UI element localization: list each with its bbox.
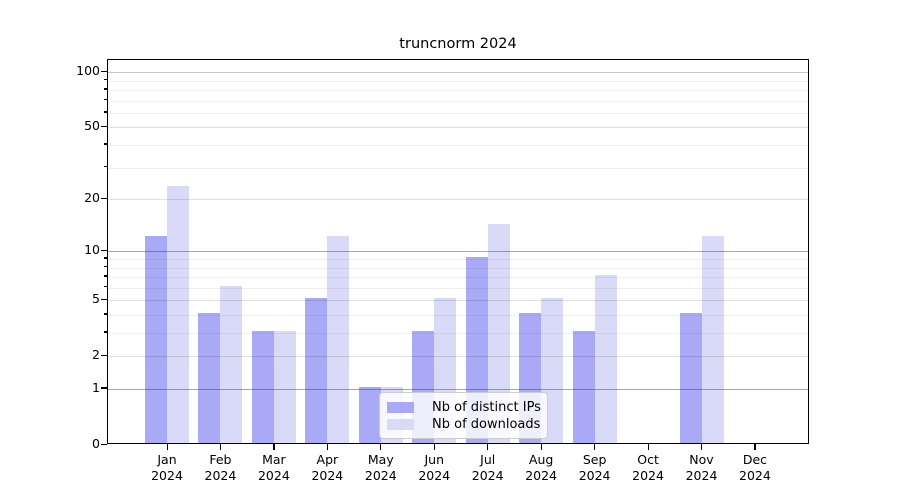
x-tick-mark — [540, 444, 542, 450]
legend-row-distinct-ips: Nb of distinct IPs — [387, 399, 541, 415]
y-tick-mark — [101, 443, 107, 445]
gridline-y1 — [108, 389, 808, 390]
y-minor-tick-mark — [103, 313, 107, 315]
y-minor-tick-mark — [103, 99, 107, 101]
gridline-y100 — [108, 72, 808, 74]
x-tick-label-nov: Nov 2024 — [685, 452, 718, 483]
minor-gridline-y90 — [108, 80, 808, 82]
bar-downloads-sep — [594, 275, 617, 443]
gridline-y2 — [108, 356, 808, 358]
x-tick-label-mar: Mar 2024 — [257, 452, 290, 483]
gridline-y5 — [108, 300, 808, 302]
minor-gridline-y9 — [108, 258, 808, 260]
minor-gridline-y6 — [108, 287, 808, 289]
y-minor-tick-mark — [103, 257, 107, 259]
grid-layer — [108, 60, 808, 443]
x-tick-label-jan: Jan 2024 — [151, 452, 183, 483]
minor-gridline-y40 — [108, 144, 808, 146]
x-tick-label-jul: Jul 2024 — [471, 452, 504, 483]
y-tick-mark — [101, 354, 107, 356]
minor-gridline-y3 — [108, 333, 808, 334]
y-minor-tick-mark — [103, 111, 107, 113]
legend-label-downloads: Nb of downloads — [432, 416, 541, 432]
x-tick-label-oct: Oct 2024 — [632, 452, 664, 483]
bar-distinct-ips-sep — [572, 331, 595, 443]
minor-gridline-y60 — [108, 112, 808, 114]
y-minor-tick-mark — [103, 331, 107, 333]
gridline-y50 — [108, 127, 808, 129]
legend-patch-distinct-ips — [387, 401, 414, 413]
y-tick-label-5: 5 — [92, 291, 100, 307]
bar-downloads-nov — [701, 235, 724, 443]
y-tick-mark — [101, 249, 107, 251]
x-tick-mark — [380, 444, 382, 450]
x-tick-mark — [273, 444, 275, 450]
y-tick-label-0: 0 — [92, 436, 100, 451]
x-tick-mark — [647, 444, 649, 450]
bar-distinct-ips-jan — [145, 235, 167, 443]
minor-gridline-y4 — [108, 315, 808, 316]
x-tick-mark — [219, 444, 222, 450]
y-tick-label-50: 50 — [84, 118, 100, 134]
y-tick-label-2: 2 — [92, 347, 100, 363]
gridline-y20 — [108, 199, 808, 200]
plot-area: Nb of distinct IPs Nb of downloads — [107, 59, 809, 444]
x-tick-label-aug: Aug 2024 — [525, 452, 558, 483]
minor-gridline-y30 — [108, 167, 808, 169]
y-minor-tick-mark — [103, 79, 107, 81]
x-tick-mark — [701, 444, 703, 450]
minor-gridline-y70 — [108, 100, 808, 102]
minor-gridline-y7 — [108, 277, 808, 278]
x-tick-mark — [487, 444, 489, 450]
y-minor-tick-mark — [103, 265, 107, 268]
x-tick-label-jun: Jun 2024 — [418, 452, 451, 483]
y-tick-mark — [101, 125, 107, 127]
legend: Nb of distinct IPs Nb of downloads — [379, 392, 548, 439]
bar-distinct-ips-apr — [305, 298, 328, 443]
y-tick-mark — [101, 298, 107, 300]
chart-title: truncnorm 2024 — [399, 36, 517, 52]
y-tick-label-1: 1 — [92, 379, 100, 395]
y-minor-tick-mark — [103, 88, 107, 90]
y-tick-mark — [101, 387, 107, 389]
legend-patch-downloads — [387, 418, 414, 430]
y-tick-label-10: 10 — [84, 242, 100, 258]
x-tick-mark — [433, 444, 435, 450]
y-minor-tick-mark — [103, 143, 107, 145]
y-minor-tick-mark — [103, 286, 107, 288]
y-tick-label-100: 100 — [76, 63, 100, 79]
y-tick-label-20: 20 — [84, 190, 100, 205]
x-tick-label-feb: Feb 2024 — [204, 452, 237, 483]
x-tick-mark — [326, 444, 329, 450]
minor-gridline-y8 — [108, 267, 808, 269]
bar-downloads-apr — [327, 235, 350, 443]
bar-downloads-jul — [487, 224, 510, 443]
x-tick-label-may: May 2024 — [364, 452, 397, 483]
x-tick-mark — [166, 444, 168, 450]
bar-distinct-ips-feb — [198, 313, 221, 443]
bar-downloads-mar — [273, 331, 296, 443]
y-tick-mark — [101, 70, 107, 72]
x-tick-mark — [594, 444, 596, 450]
x-tick-label-dec: Dec 2024 — [739, 452, 771, 483]
minor-gridline-y80 — [108, 89, 808, 91]
bar-downloads-feb — [220, 285, 243, 443]
x-tick-label-sep: Sep 2024 — [578, 452, 611, 483]
y-tick-mark — [101, 197, 107, 199]
bar-distinct-ips-nov — [679, 313, 702, 443]
y-minor-tick-mark — [103, 275, 107, 277]
bar-downloads-jan — [167, 186, 189, 443]
bar-distinct-ips-may — [358, 387, 381, 443]
legend-label-distinct-ips: Nb of distinct IPs — [432, 399, 541, 415]
gridline-y10 — [108, 251, 808, 253]
bar-distinct-ips-mar — [251, 331, 274, 443]
y-minor-tick-mark — [103, 166, 107, 168]
legend-row-downloads: Nb of downloads — [387, 416, 541, 432]
x-tick-mark — [754, 444, 756, 450]
x-tick-label-apr: Apr 2024 — [311, 452, 344, 483]
